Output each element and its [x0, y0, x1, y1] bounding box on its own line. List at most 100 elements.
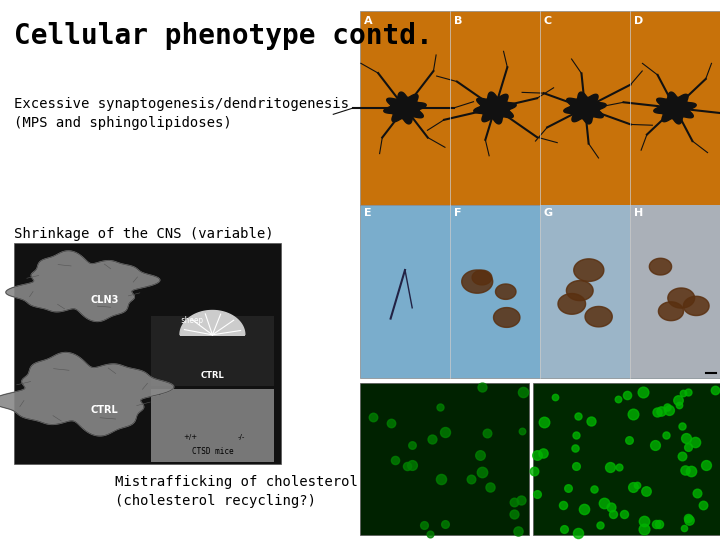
FancyBboxPatch shape [151, 389, 274, 462]
Point [595, 521, 606, 529]
Text: Excessive synaptogenesis/dendritogenesis
(MPS and sphingolipidoses): Excessive synaptogenesis/dendritogenesis… [14, 97, 349, 130]
Polygon shape [668, 288, 695, 308]
Polygon shape [585, 307, 612, 327]
Text: F: F [454, 208, 461, 218]
Point [631, 481, 643, 489]
Text: D: D [634, 16, 643, 26]
Point [426, 434, 438, 443]
Polygon shape [384, 92, 426, 124]
Point [508, 498, 520, 507]
Point [531, 451, 543, 460]
Polygon shape [6, 251, 160, 321]
Point [621, 391, 632, 400]
Point [663, 406, 675, 415]
Point [697, 501, 708, 509]
Point [512, 526, 523, 535]
Text: Mistrafficking of cholesterol
(cholesterol recycling?): Mistrafficking of cholesterol (cholester… [115, 475, 358, 508]
Point [676, 422, 688, 430]
Point [682, 442, 693, 451]
Point [515, 496, 526, 504]
Point [549, 393, 561, 401]
Point [680, 434, 692, 443]
Point [689, 438, 701, 447]
Polygon shape [493, 308, 520, 327]
Point [367, 413, 379, 421]
Point [588, 485, 599, 494]
Polygon shape [558, 294, 585, 314]
Point [639, 516, 650, 525]
Point [531, 489, 543, 498]
FancyBboxPatch shape [360, 11, 720, 205]
Point [572, 529, 584, 537]
Point [623, 435, 634, 444]
Polygon shape [0, 353, 174, 436]
Text: C: C [544, 16, 552, 26]
Point [572, 411, 584, 420]
Polygon shape [474, 92, 516, 124]
FancyBboxPatch shape [630, 205, 720, 378]
Point [481, 429, 492, 438]
Text: G: G [544, 208, 553, 218]
Point [662, 402, 673, 411]
Point [424, 530, 436, 539]
Polygon shape [649, 258, 672, 275]
Point [465, 474, 477, 483]
Point [691, 489, 703, 497]
Polygon shape [654, 92, 696, 124]
Point [562, 484, 574, 492]
Point [570, 462, 582, 471]
Point [439, 519, 451, 528]
Point [683, 515, 695, 524]
Point [685, 467, 697, 475]
FancyBboxPatch shape [540, 205, 630, 378]
Polygon shape [658, 302, 683, 321]
Point [607, 510, 618, 518]
Point [435, 475, 446, 484]
Text: A: A [364, 16, 372, 26]
Point [485, 483, 496, 491]
Point [477, 382, 488, 391]
Point [613, 463, 625, 471]
Text: Shrinkage of the CNS (variable): Shrinkage of the CNS (variable) [14, 227, 274, 241]
Point [640, 487, 652, 495]
Point [626, 410, 638, 418]
Polygon shape [495, 284, 516, 299]
Text: B: B [454, 16, 462, 26]
Point [569, 443, 580, 452]
Point [598, 499, 609, 508]
Point [438, 428, 450, 436]
FancyBboxPatch shape [533, 383, 720, 535]
Point [637, 388, 649, 397]
Polygon shape [574, 259, 604, 281]
Point [419, 521, 431, 529]
Point [649, 440, 660, 449]
Polygon shape [567, 281, 593, 301]
Point [407, 460, 418, 469]
Point [677, 388, 688, 397]
Point [578, 505, 590, 514]
Point [701, 461, 712, 470]
Text: +/+: +/+ [184, 434, 198, 441]
FancyBboxPatch shape [360, 383, 529, 535]
Point [558, 525, 570, 534]
Point [660, 431, 672, 440]
Point [682, 514, 693, 523]
Point [709, 386, 720, 394]
Text: CTRL: CTRL [201, 370, 224, 380]
Point [682, 388, 693, 396]
Point [613, 395, 624, 403]
Point [678, 523, 690, 532]
Point [585, 416, 597, 425]
Point [673, 401, 685, 409]
Polygon shape [683, 296, 709, 315]
Text: CTSD mice: CTSD mice [192, 447, 233, 456]
Point [476, 468, 487, 476]
Polygon shape [462, 270, 492, 293]
Point [516, 427, 528, 436]
Point [638, 524, 649, 533]
Text: CTRL: CTRL [91, 405, 118, 415]
Point [384, 418, 396, 427]
Point [676, 451, 688, 460]
FancyBboxPatch shape [14, 243, 281, 464]
Point [528, 467, 540, 475]
